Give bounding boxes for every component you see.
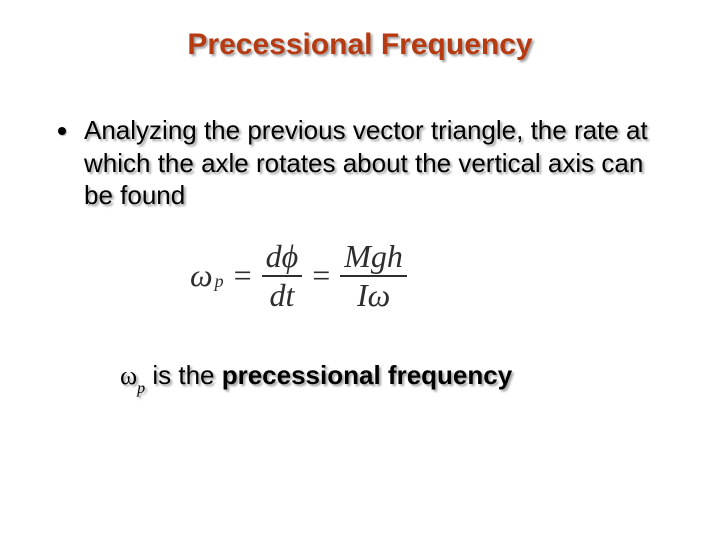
equation: ωp = dϕ dt = Mgh Iω [190, 240, 680, 313]
caption: ωp is the precessional frequency [120, 360, 680, 395]
eq-lhs-symbol: ω [190, 257, 213, 294]
eq-equals-1: = [234, 257, 252, 294]
bullet-text: Analyzing the previous vector triangle, … [84, 114, 660, 212]
eq-lhs-subscript: p [215, 271, 224, 292]
eq-frac2-num: Mgh [340, 240, 407, 274]
slide-title: Precessional Frequency [40, 28, 680, 62]
eq-frac-1: dϕ dt [262, 240, 303, 313]
bullet-item: Analyzing the previous vector triangle, … [58, 114, 660, 212]
slide: Precessional Frequency Analyzing the pre… [0, 0, 720, 540]
eq-equals-2: = [312, 257, 330, 294]
caption-mid: is the [145, 360, 222, 390]
eq-frac2-den: Iω [353, 279, 394, 313]
caption-symbol: ω [120, 361, 137, 390]
eq-frac1-num: dϕ [262, 240, 303, 274]
bullet-dot-icon [58, 127, 66, 135]
caption-bold: precessional frequency [222, 360, 512, 390]
eq-frac-2: Mgh Iω [340, 240, 407, 313]
caption-subscript: p [137, 380, 145, 397]
eq-frac1-den: dt [265, 279, 298, 313]
